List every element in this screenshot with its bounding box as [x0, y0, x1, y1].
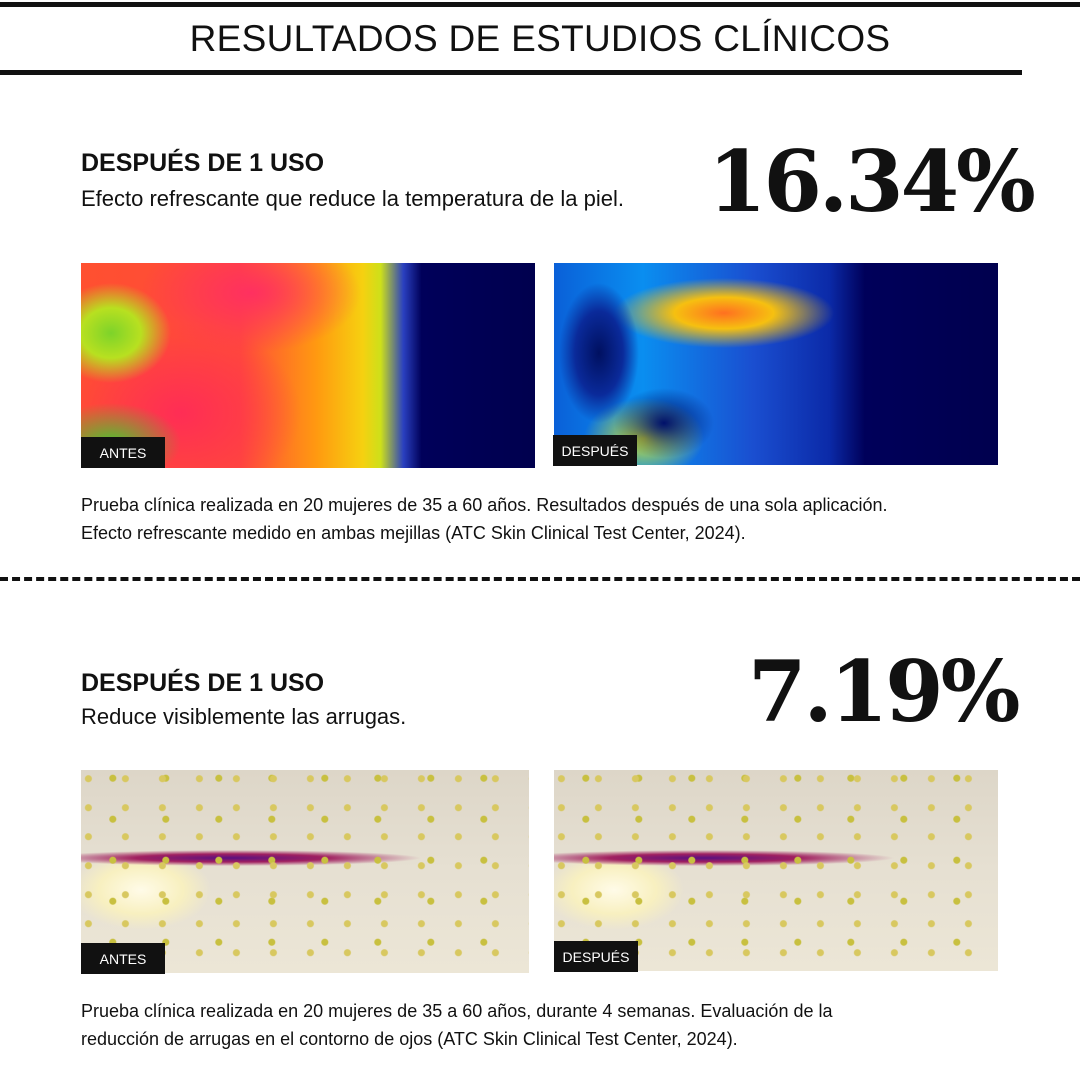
after-label: DESPUÉS	[553, 435, 637, 466]
thermal-image-after	[554, 263, 998, 465]
result-percentage: 16.34%	[708, 132, 1036, 231]
caption-line: Efecto refrescante medido en ambas mejil…	[81, 523, 746, 543]
before-label: ANTES	[81, 437, 165, 468]
result-percentage: 7.19%	[748, 642, 1020, 741]
after-label: DESPUÉS	[554, 941, 638, 972]
caption-line: Prueba clínica realizada en 20 mujeres d…	[81, 1001, 833, 1021]
page-title: RESULTADOS DE ESTUDIOS CLÍNICOS	[189, 18, 891, 59]
section-divider	[0, 577, 1080, 581]
caption-line: Prueba clínica realizada en 20 mujeres d…	[81, 495, 888, 515]
section-subtitle: Efecto refrescante que reduce la tempera…	[81, 186, 624, 211]
thermal-image-before	[81, 263, 535, 468]
section-caption: Prueba clínica realizada en 20 mujeres d…	[81, 491, 888, 547]
caption-line: reducción de arrugas en el contorno de o…	[81, 1029, 738, 1049]
wrinkle-image-before	[81, 770, 529, 973]
section-heading: DESPUÉS DE 1 USO	[81, 669, 325, 697]
header-top-rule	[0, 2, 1080, 7]
section-heading: DESPUÉS DE 1 USO	[81, 149, 325, 177]
wrinkle-image-after	[554, 770, 998, 971]
before-label: ANTES	[81, 943, 165, 974]
section-caption: Prueba clínica realizada en 20 mujeres d…	[81, 997, 832, 1053]
section-subtitle: Reduce visiblemente las arrugas.	[81, 704, 407, 729]
header-bottom-rule	[0, 70, 1022, 75]
